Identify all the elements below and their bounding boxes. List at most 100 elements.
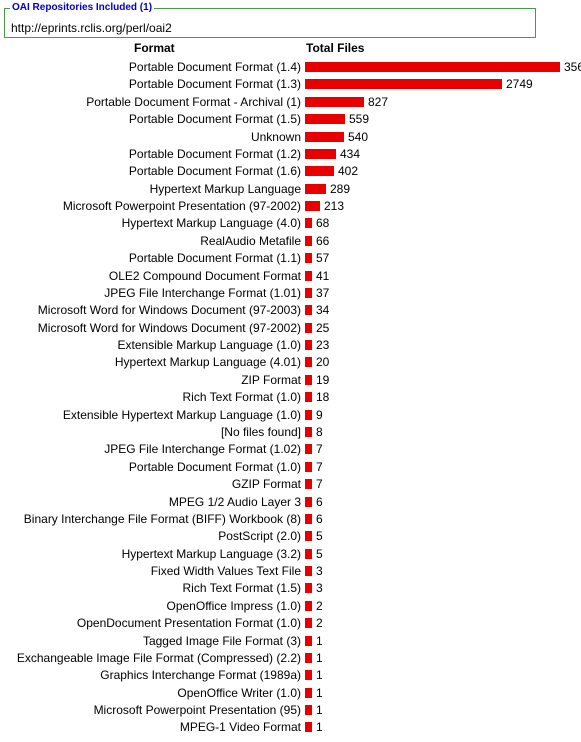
bar-row: Portable Document Format (1.6) 402 bbox=[0, 163, 581, 180]
bar-row: Microsoft Powerpoint Presentation (95) 1 bbox=[0, 702, 581, 719]
bar-row: Unknown 540 bbox=[0, 129, 581, 146]
category-label: Portable Document Format (1.5) bbox=[128, 112, 301, 127]
bar-row: Extensible Markup Language (1.0) 23 bbox=[0, 337, 581, 354]
bar-row: MPEG-1 Video Format 1 bbox=[0, 719, 581, 736]
value-label: 1 bbox=[316, 668, 323, 683]
bar bbox=[305, 705, 312, 716]
category-label: Portable Document Format - Archival (1) bbox=[86, 94, 301, 109]
bar-row: PostScript (2.0) 5 bbox=[0, 528, 581, 545]
bar bbox=[305, 409, 312, 420]
bar bbox=[305, 548, 312, 559]
repositories-legend: OAI Repositories Included (1) bbox=[10, 2, 155, 14]
category-label: Microsoft Powerpoint Presentation (95) bbox=[93, 703, 301, 718]
category-label: Rich Text Format (1.5) bbox=[182, 581, 301, 596]
value-label: 23 bbox=[316, 338, 330, 353]
value-label: 2 bbox=[316, 616, 323, 631]
bar bbox=[305, 618, 312, 629]
bar-row: Portable Document Format (1.2) 434 bbox=[0, 146, 581, 163]
bar bbox=[305, 305, 312, 316]
bar-row: Tagged Image File Format (3) 1 bbox=[0, 633, 581, 650]
category-label: Tagged Image File Format (3) bbox=[142, 633, 301, 648]
bar bbox=[305, 374, 312, 385]
bar bbox=[305, 287, 312, 298]
category-label: Portable Document Format (1.2) bbox=[128, 146, 301, 161]
bar-row: OpenOffice Impress (1.0) 2 bbox=[0, 598, 581, 615]
category-label: MPEG-1 Video Format bbox=[179, 720, 301, 735]
category-label: Portable Document Format (1.0) bbox=[128, 459, 301, 474]
bar-row: Portable Document Format (1.0) 7 bbox=[0, 459, 581, 476]
category-label: OpenOffice Impress (1.0) bbox=[166, 598, 302, 613]
category-label: Graphics Interchange Format (1989a) bbox=[100, 668, 301, 683]
bar-row: Hypertext Markup Language (4.0) 68 bbox=[0, 215, 581, 232]
value-label: 5 bbox=[316, 529, 323, 544]
bar bbox=[305, 426, 312, 437]
category-label: Hypertext Markup Language (4.01) bbox=[114, 355, 301, 370]
bar bbox=[305, 114, 345, 125]
value-label: 3567 bbox=[564, 60, 581, 74]
bar bbox=[305, 566, 312, 577]
category-label: Hypertext Markup Language bbox=[149, 181, 301, 196]
value-label: 41 bbox=[316, 268, 330, 283]
bar bbox=[305, 62, 560, 72]
value-label: 25 bbox=[316, 320, 330, 335]
bar-row: MPEG 1/2 Audio Layer 3 6 bbox=[0, 494, 581, 511]
bar-row: OpenDocument Presentation Format (1.0) 2 bbox=[0, 615, 581, 632]
value-label: 1 bbox=[316, 685, 323, 700]
category-label: Extensible Markup Language (1.0) bbox=[117, 338, 301, 353]
category-label: OpenOffice Writer (1.0) bbox=[177, 685, 301, 700]
value-label: 434 bbox=[340, 146, 361, 161]
bar bbox=[305, 253, 312, 264]
category-label: Unknown bbox=[250, 129, 301, 144]
bar-row: Rich Text Format (1.0) 18 bbox=[0, 389, 581, 406]
bar bbox=[305, 183, 326, 194]
bar-row: Extensible Hypertext Markup Language (1.… bbox=[0, 407, 581, 424]
bar-row: Portable Document Format (1.3) 2749 bbox=[0, 76, 581, 93]
category-label: Microsoft Word for Windows Document (97-… bbox=[37, 303, 301, 318]
category-label: GZIP Format bbox=[231, 477, 301, 492]
bar bbox=[305, 166, 334, 177]
bar-row: Fixed Width Values Text File 3 bbox=[0, 563, 581, 580]
category-label: Hypertext Markup Language (4.0) bbox=[121, 216, 301, 231]
value-label: 9 bbox=[316, 407, 323, 422]
value-label: 1 bbox=[316, 650, 323, 665]
value-label: 540 bbox=[348, 129, 369, 144]
category-label: MPEG 1/2 Audio Layer 3 bbox=[168, 494, 301, 509]
bar bbox=[305, 496, 312, 507]
value-label: 5 bbox=[316, 546, 323, 561]
bar bbox=[305, 392, 312, 403]
value-label: 57 bbox=[316, 251, 330, 266]
bar bbox=[305, 357, 312, 368]
bar-row: Rich Text Format (1.5) 3 bbox=[0, 580, 581, 597]
category-label: OLE2 Compound Document Format bbox=[108, 268, 301, 283]
category-label: Exchangeable Image File Format (Compress… bbox=[16, 650, 301, 665]
category-label: Fixed Width Values Text File bbox=[150, 564, 301, 579]
value-label: 8 bbox=[316, 424, 323, 439]
bar bbox=[305, 79, 502, 90]
value-label: 213 bbox=[324, 199, 345, 214]
format-column-header: Format bbox=[134, 41, 175, 55]
value-label: 2749 bbox=[506, 77, 533, 92]
bar-row: Hypertext Markup Language 289 bbox=[0, 181, 581, 198]
value-label: 289 bbox=[330, 181, 351, 196]
value-label: 7 bbox=[316, 442, 323, 457]
bar bbox=[305, 235, 312, 246]
bar bbox=[305, 461, 312, 472]
bar bbox=[305, 444, 312, 455]
bar bbox=[305, 513, 312, 524]
bar-row: Binary Interchange File Format (BIFF) Wo… bbox=[0, 511, 581, 528]
value-label: 20 bbox=[316, 355, 330, 370]
category-label: Microsoft Powerpoint Presentation (97-20… bbox=[62, 199, 301, 214]
category-label: PostScript (2.0) bbox=[218, 529, 301, 544]
bar-row: Hypertext Markup Language (4.01) 20 bbox=[0, 354, 581, 371]
value-label: 1 bbox=[316, 703, 323, 718]
bar-row: OLE2 Compound Document Format 41 bbox=[0, 268, 581, 285]
category-label: Hypertext Markup Language (3.2) bbox=[121, 546, 301, 561]
bar bbox=[305, 96, 364, 107]
bar-row: Graphics Interchange Format (1989a) 1 bbox=[0, 667, 581, 684]
value-label: 827 bbox=[368, 94, 389, 109]
category-label: Portable Document Format (1.1) bbox=[128, 251, 301, 266]
category-label: Binary Interchange File Format (BIFF) Wo… bbox=[23, 511, 301, 526]
bar-row: Microsoft Word for Windows Document (97-… bbox=[0, 320, 581, 337]
value-label: 7 bbox=[316, 477, 323, 492]
